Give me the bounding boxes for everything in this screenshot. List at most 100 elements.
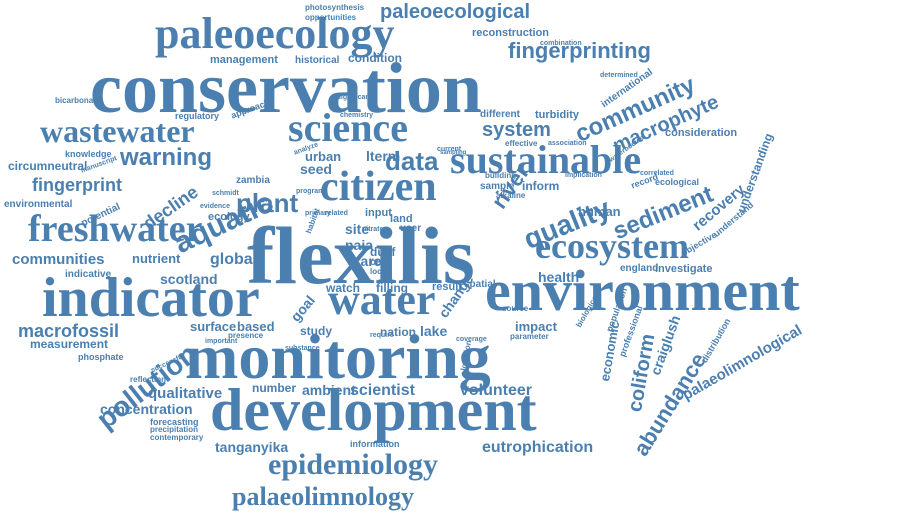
- word: flexilis: [247, 210, 475, 301]
- word: correlated: [640, 170, 674, 177]
- word: scientist: [350, 382, 415, 399]
- word: information: [350, 439, 400, 449]
- word: spatial: [464, 279, 496, 290]
- word: distribution: [699, 316, 733, 365]
- word: urban: [305, 149, 342, 164]
- word: environment: [485, 258, 800, 323]
- word: water: [328, 275, 436, 324]
- word: current: [437, 146, 462, 153]
- word: inform: [522, 179, 560, 193]
- word: volunteer: [460, 382, 533, 399]
- word: monitoring: [185, 321, 491, 392]
- word: substance: [285, 345, 320, 352]
- word: ecology: [208, 211, 250, 223]
- word: global: [210, 251, 258, 268]
- word: england: [620, 263, 659, 274]
- word: effective: [505, 139, 538, 148]
- word: important: [205, 338, 238, 345]
- word: coverage: [456, 336, 487, 343]
- word: parameter: [510, 332, 549, 341]
- word: measurement: [30, 337, 109, 351]
- word: naja: [345, 237, 374, 253]
- word: qualitative: [148, 385, 223, 402]
- word: reconstruction: [472, 27, 550, 39]
- word: study: [300, 324, 333, 338]
- word: building: [485, 171, 517, 180]
- word: macrofossil: [18, 321, 120, 341]
- word: forecasting: [150, 417, 199, 427]
- word: regulatory: [175, 111, 220, 121]
- word: ecological: [655, 177, 700, 187]
- word: bicarbonate: [55, 96, 101, 105]
- word: contemporary: [150, 433, 204, 442]
- word: lterm: [366, 148, 401, 164]
- word: paleoecology: [155, 9, 395, 58]
- word: nation: [380, 325, 416, 339]
- word: source: [502, 304, 529, 313]
- word: phosphate: [78, 352, 124, 362]
- word: precipitation: [150, 425, 199, 434]
- word: turbidity: [535, 109, 579, 121]
- word: photosynthesis: [305, 3, 365, 12]
- word: wastewater: [40, 113, 195, 149]
- word: surface: [190, 319, 237, 334]
- word: concentration: [100, 401, 193, 417]
- word: result: [432, 281, 462, 293]
- word: sample: [480, 181, 515, 192]
- word: conservation: [90, 48, 482, 128]
- word: health: [538, 269, 580, 285]
- word: primary: [305, 210, 331, 217]
- word: consideration: [665, 127, 738, 139]
- word: core: [370, 257, 392, 268]
- word: site: [345, 221, 370, 237]
- word: zambia: [236, 175, 270, 186]
- word: implication: [565, 172, 602, 179]
- word: development: [210, 377, 537, 443]
- word: seed: [300, 161, 332, 177]
- word: number: [252, 381, 297, 395]
- word: citizen: [320, 164, 437, 210]
- word: tanganyika: [215, 439, 289, 455]
- word: knowledge: [65, 149, 112, 159]
- word: environmental: [4, 199, 73, 210]
- word: indicative: [65, 269, 112, 280]
- word: circumneutral: [8, 159, 88, 173]
- word: palaeolimnology: [232, 482, 415, 511]
- word: investigate: [655, 263, 713, 275]
- word: condition: [348, 51, 402, 65]
- word: reflection: [130, 375, 167, 384]
- word: alkaline: [496, 191, 526, 200]
- word: communities: [12, 251, 105, 268]
- word: sustainable: [450, 137, 642, 182]
- word: input: [365, 207, 392, 219]
- word: fingerprint: [32, 175, 122, 195]
- word: indicator: [42, 267, 260, 329]
- word: warning: [120, 144, 213, 171]
- word: freshwater: [28, 208, 203, 250]
- word: historical: [295, 55, 340, 66]
- word: data: [385, 146, 439, 176]
- word: program: [296, 188, 325, 195]
- word: nutrient: [132, 251, 181, 266]
- word: filling: [376, 281, 408, 295]
- word: scotland: [160, 271, 218, 287]
- word: rare: [355, 253, 382, 269]
- word: watch: [326, 281, 361, 295]
- word: paleoecological: [380, 1, 531, 23]
- word: land: [390, 213, 413, 225]
- word: loch: [370, 267, 387, 276]
- word: human: [578, 204, 621, 219]
- word: ambient: [302, 382, 356, 398]
- word: presence: [228, 331, 264, 340]
- word: science: [288, 105, 408, 150]
- word: chemistry: [340, 112, 374, 119]
- word: plant: [236, 188, 299, 218]
- word: fingerprinting: [508, 38, 651, 63]
- word: require: [370, 332, 394, 339]
- word: nitrate: [362, 226, 384, 233]
- word: significant: [337, 94, 373, 101]
- word: sampling: [440, 150, 467, 156]
- word: understanding: [734, 131, 776, 215]
- word: opportunities: [305, 13, 357, 22]
